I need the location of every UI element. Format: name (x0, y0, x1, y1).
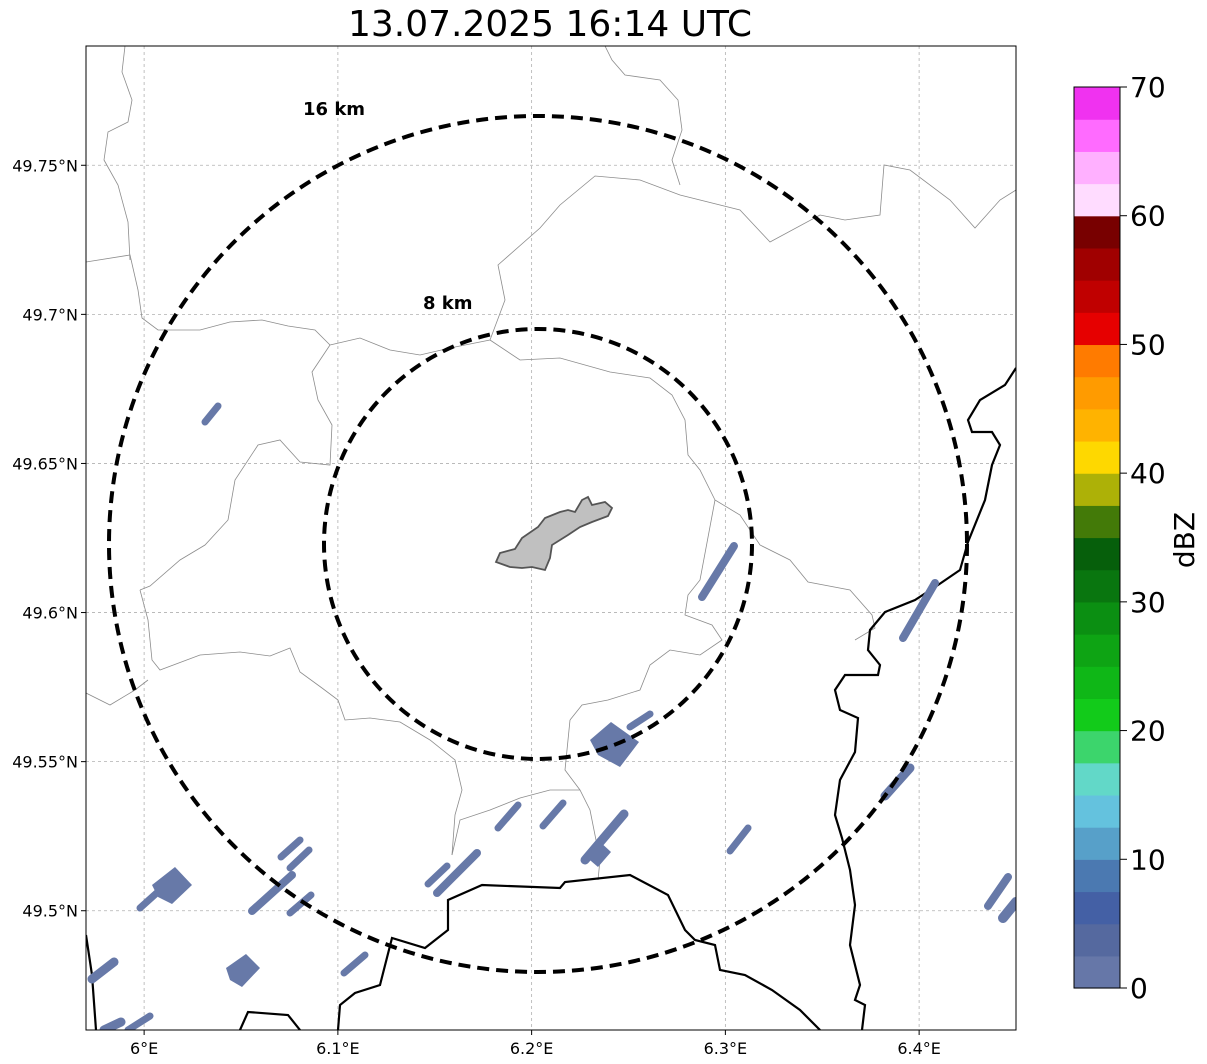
colorbar-segment-0 (1074, 955, 1120, 989)
commune-boundaries (86, 46, 1016, 881)
colorbar-segment-22 (1074, 247, 1120, 281)
echo-streak-0 (201, 402, 222, 426)
colorbar-segment-23 (1074, 215, 1120, 249)
colorbar-segment-4 (1074, 827, 1120, 860)
colorbar-label: dBZ (1168, 512, 1201, 568)
colorbar-segment-18 (1074, 376, 1120, 410)
lat-tick-label-1: 49.7°N (22, 305, 78, 324)
echo-streak-21 (124, 1012, 154, 1030)
lon-tick-label-1: 6.1°E (316, 1039, 360, 1058)
echo-streak-12 (286, 846, 313, 872)
gridlines (86, 46, 1016, 1030)
colorbar-segment-24 (1074, 183, 1120, 217)
colorbar-segment-19 (1074, 344, 1120, 378)
echo-streak-10 (998, 897, 1016, 923)
ring-label-16km: 16 km (303, 99, 365, 120)
lon-tick-label-3: 6.3°E (704, 1039, 748, 1058)
echo-patch-1 (152, 867, 192, 904)
colorbar-segment-12 (1074, 569, 1120, 603)
colorbar-segment-27 (1074, 87, 1120, 120)
colorbar-tick-label-7: 70 (1130, 71, 1166, 104)
colorbar-tick-label-5: 50 (1130, 328, 1166, 361)
echo-patch-3 (584, 840, 611, 867)
colorbar-tick-label-0: 0 (1130, 972, 1148, 1005)
colorbar-segment-9 (1074, 666, 1120, 699)
range-ring-8km (322, 327, 754, 761)
echo-streak-7 (726, 824, 752, 855)
longitude-axis: 6°E 6.1°E 6.2°E 6.3°E 6.4°E (130, 1030, 941, 1058)
colorbar-segment-1 (1074, 923, 1120, 957)
colorbar-segment-13 (1074, 537, 1120, 571)
latitude-axis: 49.75°N 49.7°N 49.65°N 49.6°N 49.55°N 49.5°N (12, 156, 86, 921)
national-border (86, 367, 1016, 1030)
radar-echoes (87, 402, 1016, 1030)
ring-label-8km: 8 km (423, 293, 473, 314)
colorbar: 0 10 20 30 40 50 60 70 dBZ (1073, 71, 1201, 1005)
echo-streak-6 (626, 710, 654, 731)
colorbar-segment-21 (1074, 280, 1120, 313)
lat-tick-label-3: 49.6°N (22, 604, 78, 623)
echo-streak-2 (899, 579, 939, 642)
colorbar-segment-14 (1074, 505, 1120, 539)
lat-tick-label-4: 49.55°N (12, 753, 78, 772)
echo-streak-4 (539, 799, 567, 830)
colorbar-tick-label-6: 60 (1130, 200, 1166, 233)
echo-streak-1 (698, 542, 738, 601)
echo-streak-9 (984, 873, 1012, 910)
colorbar-segment-11 (1074, 601, 1120, 635)
colorbar-segment-6 (1074, 762, 1120, 796)
colorbar-segment-8 (1074, 698, 1120, 732)
colorbar-segment-5 (1074, 794, 1120, 828)
colorbar-segment-26 (1074, 119, 1120, 152)
map-title: 13.07.2025 16:14 UTC (347, 4, 753, 45)
colorbar-segment-20 (1074, 312, 1120, 346)
echo-streak-11 (277, 836, 304, 861)
echo-streak-17 (340, 951, 369, 977)
plot-frame (85, 45, 1017, 1031)
colorbar-tick-label-1: 10 (1130, 843, 1166, 876)
echo-streak-20 (99, 1017, 126, 1030)
lat-tick-label-2: 49.65°N (12, 454, 78, 473)
lat-tick-label-5: 49.5°N (22, 902, 78, 921)
colorbar-segment-2 (1074, 891, 1120, 925)
colorbar-segment-17 (1074, 408, 1120, 442)
lon-tick-label-0: 6°E (130, 1039, 158, 1058)
colorbar-segment-7 (1074, 730, 1120, 764)
echo-streak-3 (494, 801, 522, 832)
lon-tick-label-4: 6.4°E (897, 1039, 941, 1058)
colorbar-segment-10 (1074, 634, 1120, 667)
city-outline (494, 495, 614, 572)
echo-streak-13 (248, 871, 296, 915)
echo-streak-18 (87, 957, 119, 984)
echo-patch-2 (226, 954, 260, 987)
colorbar-tick-label-3: 30 (1130, 586, 1166, 619)
colorbar-segment-15 (1074, 473, 1120, 506)
range-rings (107, 114, 969, 974)
colorbar-frame (1073, 86, 1121, 989)
echo-streak-14 (286, 891, 315, 917)
colorbar-tick-label-4: 40 (1130, 457, 1166, 490)
echo-streak-8 (880, 763, 915, 801)
echo-streak-16 (433, 849, 481, 897)
lat-tick-label-0: 49.75°N (12, 156, 78, 175)
colorbar-segment-16 (1074, 440, 1120, 474)
colorbar-segment-25 (1074, 151, 1120, 185)
colorbar-segment-3 (1074, 859, 1120, 893)
range-ring-16km (107, 114, 969, 974)
echo-streak-15 (424, 862, 451, 888)
lon-tick-label-2: 6.2°E (510, 1039, 554, 1058)
colorbar-tick-label-2: 20 (1130, 715, 1166, 748)
